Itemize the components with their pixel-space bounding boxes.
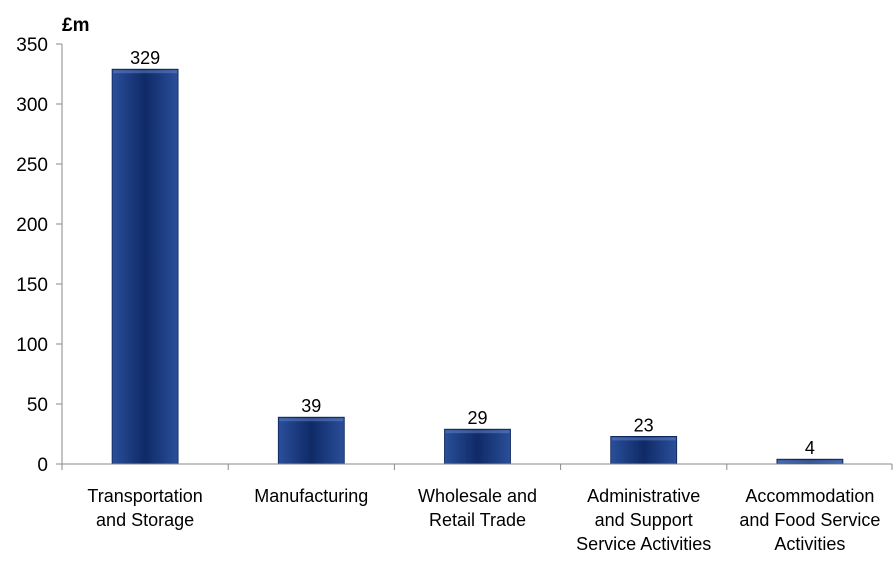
x-category-label: Manufacturing [254, 486, 368, 506]
x-axis: Transportation and Storage Manufacturing Wh… [61, 463, 893, 554]
data-label: 4 [805, 438, 815, 458]
x-category-label: Accommodation and Food Service Activities [739, 486, 880, 554]
x-category-label: Transportation and Storage [87, 486, 202, 530]
bar [277, 416, 345, 465]
bar-top-highlight [113, 70, 178, 74]
y-tick-label: 150 [16, 275, 48, 296]
y-tick-label: 100 [16, 335, 48, 356]
y-unit-label: £m [62, 15, 89, 36]
bar-top-highlight [279, 418, 344, 422]
bar [610, 435, 678, 465]
y-tick-label: 250 [16, 155, 48, 176]
y-tick-label: 350 [16, 35, 48, 56]
data-label: 329 [130, 48, 160, 68]
y-tick-label: 0 [37, 455, 48, 476]
y-tick-label: 300 [16, 95, 48, 116]
x-category-label: Wholesale and Retail Trade [418, 486, 537, 530]
bars: 329 39 29 23 4 [111, 48, 844, 465]
bar-top-highlight [611, 437, 676, 441]
data-label: 39 [301, 396, 321, 416]
y-tick-label: 200 [16, 215, 48, 236]
bar-top-highlight [777, 460, 842, 463]
bar [111, 68, 179, 465]
bar [444, 428, 511, 465]
bar-top-highlight [445, 430, 510, 434]
x-category-label: Administrative and Support Service Activit… [576, 486, 711, 554]
y-axis: 0 50 100 150 200 250 300 350 [16, 35, 63, 476]
y-tick-label: 50 [27, 395, 48, 416]
data-label: 29 [467, 408, 487, 428]
data-label: 23 [634, 415, 654, 435]
